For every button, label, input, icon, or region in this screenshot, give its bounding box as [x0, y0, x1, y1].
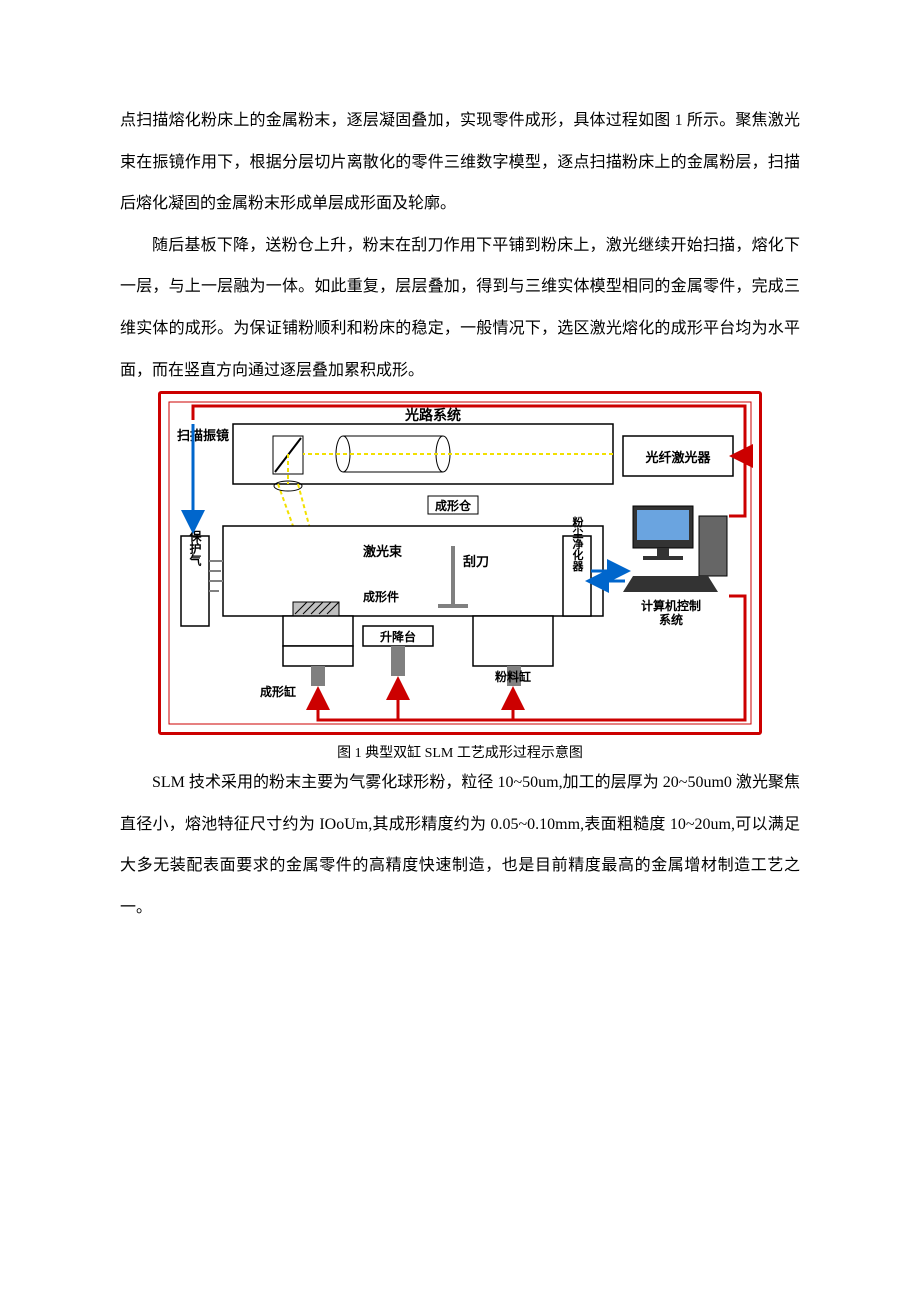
- figure-1-container: 光路系统 扫描振镜 光纤激光器 成形仓: [120, 391, 800, 762]
- slm-diagram: 光路系统 扫描振镜 光纤激光器 成形仓: [163, 396, 757, 730]
- label-forming-chamber: 成形仓: [435, 498, 472, 513]
- label-laser-beam: 激光束: [363, 544, 403, 559]
- figure-1-caption: 图 1 典型双缸 SLM 工艺成形过程示意图: [120, 742, 800, 762]
- label-computer-control-2: 系统: [659, 612, 683, 627]
- body-paragraph-1: 点扫描熔化粉床上的金属粉末，逐层凝固叠加，实现零件成形，具体过程如图 1 所示。…: [120, 100, 800, 225]
- body-paragraph-2: 随后基板下降，送粉仓上升，粉末在刮刀作用下平铺到粉床上，激光继续开始扫描，熔化下…: [120, 225, 800, 391]
- label-fiber-laser: 光纤激光器: [644, 450, 711, 465]
- label-scraper: 刮刀: [463, 554, 489, 569]
- figure-1-border: 光路系统 扫描振镜 光纤激光器 成形仓: [158, 391, 762, 735]
- label-optical-system: 光路系统: [404, 407, 461, 424]
- label-lift-platform: 升降台: [380, 629, 416, 644]
- label-forming-cylinder: 成形缸: [260, 684, 296, 699]
- label-powder-purifier: 粉尘净化器: [571, 515, 585, 572]
- body-paragraph-3: SLM 技术采用的粉末主要为气雾化球形粉，粒径 10~50um,加工的层厚为 2…: [120, 762, 800, 928]
- label-formed-part: 成形件: [363, 589, 399, 604]
- label-powder-cylinder: 粉料缸: [495, 669, 531, 684]
- label-protective-gas: 保护气: [188, 529, 202, 567]
- label-scan-mirror: 扫描振镜: [177, 428, 229, 443]
- label-computer-control-1: 计算机控制: [641, 598, 701, 613]
